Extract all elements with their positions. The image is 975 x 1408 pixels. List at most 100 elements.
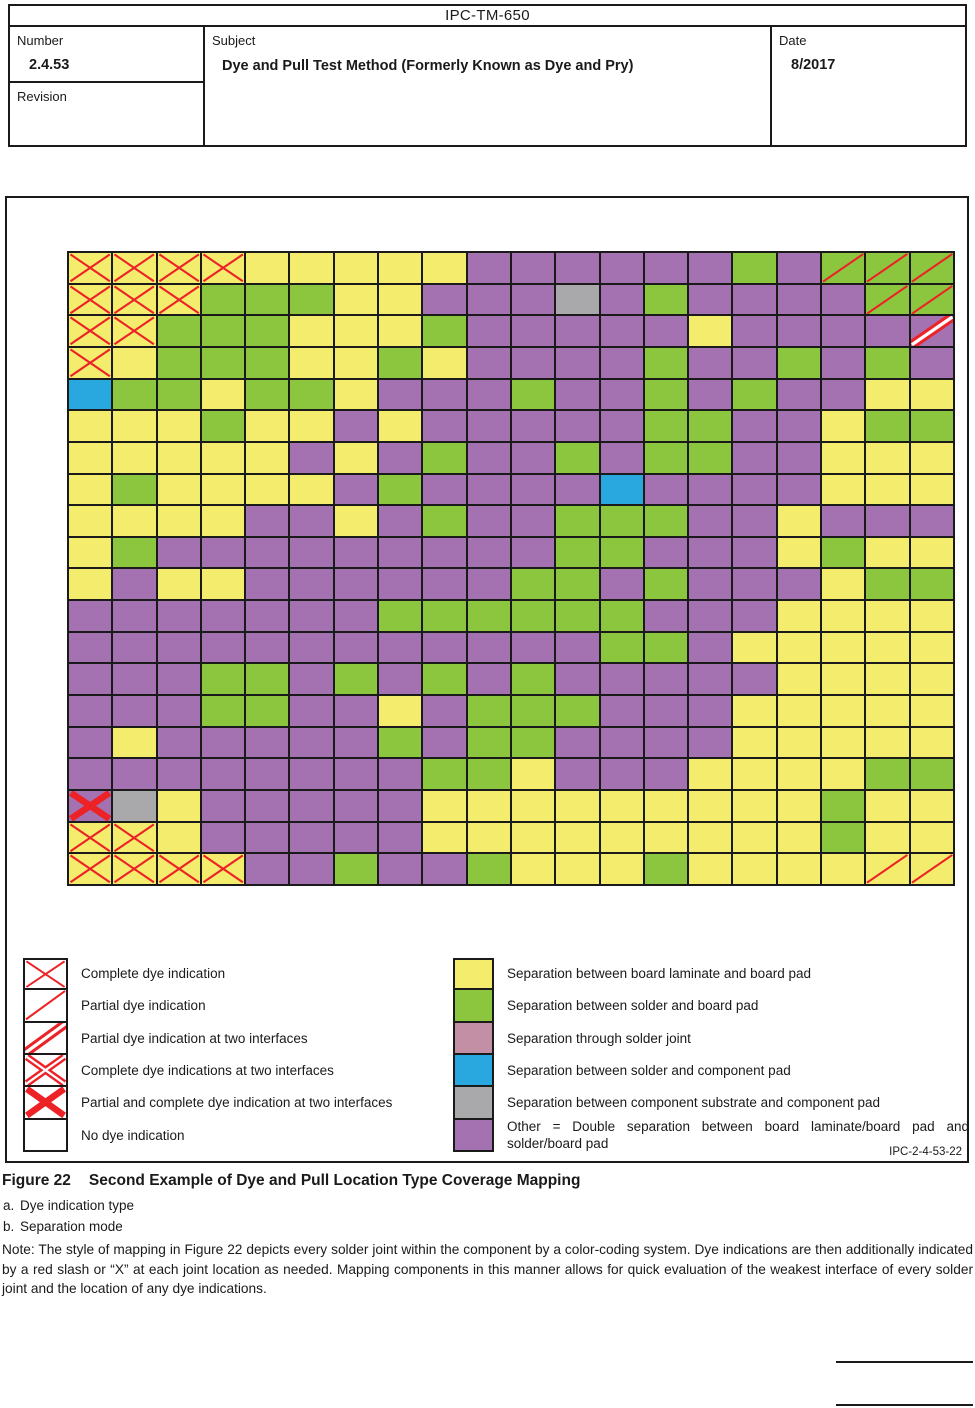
grid-cell-r6-c20 <box>910 411 953 441</box>
grid-cell-r18-c12 <box>556 791 599 821</box>
legend-mark-row-3: Partial dye indication at two interfaces <box>23 1022 392 1055</box>
grid-cell-r19-c4 <box>201 822 245 853</box>
grid-cell-r7-c12 <box>556 442 599 473</box>
grid-cell-r10-c1 <box>69 537 112 568</box>
legend-mark-row-6: No dye indication <box>23 1119 392 1152</box>
grid-cell-r19-c11 <box>511 822 555 853</box>
grid-cell-r19-c3 <box>157 822 200 853</box>
grid-cell-r14-c9 <box>423 664 466 695</box>
grid-cell-r17-c9 <box>423 759 466 790</box>
grid-cell-r6-c12 <box>556 411 599 441</box>
legend-color-row-3: Separation through solder joint <box>453 1022 969 1055</box>
legend-separation-modes: Separation between board laminate and bo… <box>453 958 969 1152</box>
grid-cell-r13-c5 <box>246 632 289 663</box>
grid-cell-r15-c13 <box>600 696 643 726</box>
grid-cell-r19-c9 <box>423 822 466 853</box>
footnote-a-text: Dye indication type <box>20 1198 135 1213</box>
grid-cell-r3-c8 <box>379 316 422 346</box>
grid-cell-r16-c15 <box>689 727 732 758</box>
grid-cell-r2-c17 <box>777 284 821 315</box>
legend-mark-label-3: Partial dye indication at two interfaces <box>81 1030 308 1046</box>
grid-cell-r2-c2 <box>113 284 156 315</box>
grid-cell-r15-c7 <box>334 696 378 726</box>
grid-cell-r13-c20 <box>910 632 953 663</box>
grid-cell-r15-c9 <box>423 696 466 726</box>
grid-cell-r17-c1 <box>69 759 112 790</box>
grid-cell-r4-c6 <box>290 347 333 378</box>
grid-cell-r1-c11 <box>511 253 555 283</box>
grid-cell-r12-c19 <box>866 601 909 631</box>
grid-cell-r19-c16 <box>733 822 776 853</box>
grid-cell-r12-c1 <box>69 601 112 631</box>
grid-cell-r13-c7 <box>334 632 378 663</box>
grid-cell-r2-c13 <box>600 284 643 315</box>
grid-cell-r7-c9 <box>423 442 466 473</box>
grid-cell-r1-c6 <box>290 253 333 283</box>
legend-color-swatch-1 <box>453 958 494 991</box>
grid-cell-r6-c17 <box>777 411 821 441</box>
legend-mark-swatch-1 <box>23 958 68 991</box>
grid-cell-r19-c12 <box>556 822 599 853</box>
grid-cell-r17-c19 <box>866 759 909 790</box>
grid-cell-r6-c1 <box>69 411 112 441</box>
grid-cell-r7-c19 <box>866 442 909 473</box>
grid-cell-r17-c3 <box>157 759 200 790</box>
grid-cell-r10-c11 <box>511 537 555 568</box>
grid-cell-r17-c11 <box>511 759 555 790</box>
grid-cell-r11-c14 <box>644 569 688 600</box>
grid-cell-r13-c6 <box>290 632 333 663</box>
grid-cell-r17-c16 <box>733 759 776 790</box>
footer-rule-top <box>836 1361 973 1363</box>
legend-color-row-5: Separation between component substrate a… <box>453 1087 969 1120</box>
grid-cell-r20-c17 <box>777 854 821 884</box>
grid-cell-r18-c9 <box>423 791 466 821</box>
grid-cell-r13-c8 <box>379 632 422 663</box>
dye-mark-x-icon <box>158 285 200 314</box>
grid-cell-r2-c14 <box>644 284 688 315</box>
grid-cell-r8-c4 <box>201 474 245 505</box>
grid-cell-r16-c2 <box>113 727 156 758</box>
grid-cell-r9-c19 <box>866 506 909 536</box>
grid-cell-r3-c1 <box>69 316 112 346</box>
grid-cell-r1-c19 <box>866 253 909 283</box>
grid-cell-r10-c5 <box>246 537 289 568</box>
grid-cell-r8-c6 <box>290 474 333 505</box>
grid-cell-r18-c15 <box>689 791 732 821</box>
grid-cell-r4-c14 <box>644 347 688 378</box>
grid-cell-r2-c18 <box>822 284 865 315</box>
grid-cell-r3-c4 <box>201 316 245 346</box>
legend-mark-swatch-5 <box>23 1087 68 1120</box>
grid-cell-r18-c1 <box>69 791 112 821</box>
grid-cell-r11-c7 <box>334 569 378 600</box>
grid-cell-r20-c11 <box>511 854 555 884</box>
grid-cell-r20-c6 <box>290 854 333 884</box>
legend-color-swatch-3 <box>453 1022 494 1055</box>
grid-cell-r9-c5 <box>246 506 289 536</box>
grid-cell-r10-c3 <box>157 537 200 568</box>
grid-cell-r9-c16 <box>733 506 776 536</box>
grid-cell-r17-c6 <box>290 759 333 790</box>
grid-cell-r16-c18 <box>822 727 865 758</box>
grid-cell-r13-c9 <box>423 632 466 663</box>
grid-cell-r8-c9 <box>423 474 466 505</box>
grid-cell-r12-c10 <box>467 601 510 631</box>
grid-cell-r16-c7 <box>334 727 378 758</box>
grid-cell-r20-c8 <box>379 854 422 884</box>
grid-cell-r7-c13 <box>600 442 643 473</box>
grid-cell-r7-c18 <box>822 442 865 473</box>
grid-cell-r16-c4 <box>201 727 245 758</box>
grid-cell-r6-c2 <box>113 411 156 441</box>
legend-mark-swatch-2 <box>23 990 68 1023</box>
grid-cell-r17-c10 <box>467 759 510 790</box>
grid-cell-r7-c4 <box>201 442 245 473</box>
grid-cell-r11-c4 <box>201 569 245 600</box>
grid-cell-r7-c16 <box>733 442 776 473</box>
grid-cell-r1-c5 <box>246 253 289 283</box>
grid-cell-r17-c2 <box>113 759 156 790</box>
grid-cell-r15-c12 <box>556 696 599 726</box>
legend-color-row-6: Other = Double separation between board … <box>453 1119 969 1152</box>
footnote-b: b. Separation mode <box>3 1219 123 1234</box>
grid-cell-r3-c5 <box>246 316 289 346</box>
grid-cell-r12-c9 <box>423 601 466 631</box>
